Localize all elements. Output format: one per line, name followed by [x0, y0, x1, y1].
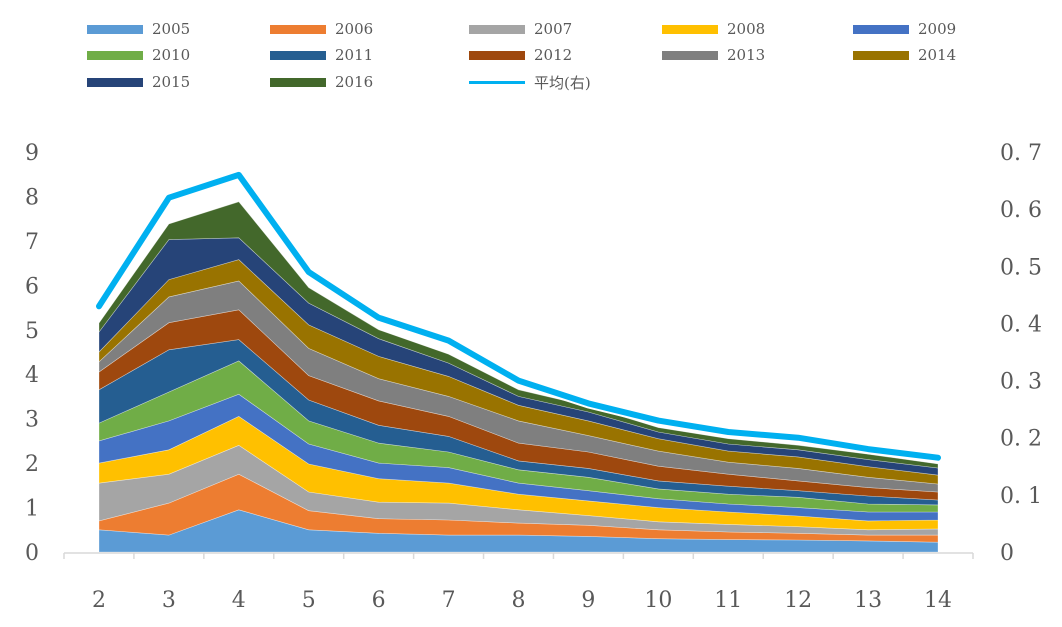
legend-swatch	[270, 50, 326, 60]
legend: 2005 2006 2007 2008 2009 2010 2011 2012 2013 2014…	[0, 0, 1062, 100]
y2-tick-label: 0. 3	[1000, 370, 1042, 395]
legend-label: 2005	[152, 20, 191, 38]
legend-label: 2013	[727, 46, 766, 64]
legend-item-2014: 2014	[853, 46, 956, 64]
legend-swatch	[469, 24, 525, 34]
legend-item-2016: 2016	[270, 73, 373, 91]
legend-line-marker	[469, 80, 525, 84]
legend-item-2013: 2013	[662, 46, 765, 64]
legend-label: 2011	[335, 46, 374, 64]
legend-item-2007: 2007	[469, 20, 572, 38]
area-series-2016	[98, 201, 939, 469]
legend-label: 2007	[534, 20, 573, 38]
legend-item-2005: 2005	[87, 20, 190, 38]
y-tick-label: 2	[25, 452, 39, 477]
legend-item-2011: 2011	[270, 46, 373, 64]
y-tick-label: 3	[25, 408, 39, 433]
legend-label: 平均(右)	[534, 73, 591, 92]
x-tick-label: 3	[162, 588, 176, 613]
x-tick-label: 9	[581, 588, 595, 613]
legend-label: 2015	[152, 73, 191, 91]
x-tick-label: 8	[512, 588, 526, 613]
average-line	[96, 171, 941, 461]
y-tick-label: 1	[25, 497, 39, 522]
y-tick-label: 8	[25, 185, 39, 210]
x-tick-label: 10	[644, 588, 672, 613]
y-tick-label: 7	[25, 230, 39, 255]
x-tick-label: 7	[442, 588, 456, 613]
legend-label: 2014	[918, 46, 957, 64]
x-tick-label: 2	[92, 588, 106, 613]
y2-tick-label: 0. 5	[1000, 255, 1042, 280]
legend-item-2006: 2006	[270, 20, 373, 38]
x-tick-label: 5	[302, 588, 316, 613]
legend-swatch	[87, 24, 143, 34]
legend-swatch	[469, 50, 525, 60]
x-tick-label: 6	[372, 588, 386, 613]
legend-swatch	[270, 24, 326, 34]
legend-label: 2012	[534, 46, 573, 64]
x-tick-label: 12	[784, 588, 812, 613]
legend-item-2012: 2012	[469, 46, 572, 64]
x-tick-label: 13	[854, 588, 882, 613]
legend-label: 2006	[335, 20, 374, 38]
y2-tick-label: 0. 7	[1000, 141, 1042, 166]
legend-item-average: 平均(右)	[469, 73, 591, 92]
x-tick-label: 11	[714, 588, 742, 613]
y-tick-label: 0	[25, 541, 39, 566]
legend-label: 2016	[335, 73, 374, 91]
legend-label: 2009	[918, 20, 957, 38]
legend-swatch	[87, 77, 143, 87]
y-tick-label: 9	[25, 141, 39, 166]
legend-swatch	[662, 50, 718, 60]
x-tick-label: 14	[924, 588, 952, 613]
y-tick-label: 6	[25, 274, 39, 299]
x-tick-label: 4	[232, 588, 246, 613]
legend-item-2010: 2010	[87, 46, 190, 64]
legend-swatch	[87, 50, 143, 60]
y-tick-label: 4	[25, 363, 39, 388]
legend-label: 2008	[727, 20, 766, 38]
y-tick-label: 5	[25, 319, 39, 344]
legend-swatch	[662, 24, 718, 34]
legend-swatch	[853, 24, 909, 34]
y2-tick-label: 0. 6	[1000, 198, 1042, 223]
y2-tick-label: 0. 1	[1000, 484, 1042, 509]
y2-tick-label: 0. 2	[1000, 427, 1042, 452]
legend-item-2015: 2015	[87, 73, 190, 91]
legend-swatch	[270, 77, 326, 87]
legend-item-2008: 2008	[662, 20, 765, 38]
y2-tick-label: 0	[1000, 541, 1014, 566]
y2-tick-label: 0. 4	[1000, 312, 1042, 337]
legend-label: 2010	[152, 46, 191, 64]
legend-swatch	[853, 50, 909, 60]
legend-item-2009: 2009	[853, 20, 956, 38]
